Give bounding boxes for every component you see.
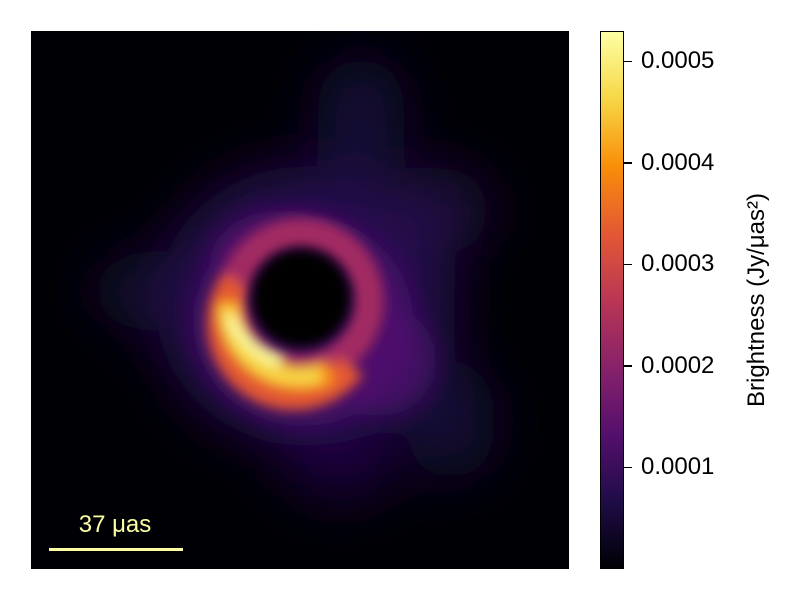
scale-bar-label: 37 μas xyxy=(78,511,152,538)
colorbar-tick xyxy=(624,162,632,164)
colorbar-title: Brightness (Jy/μas²) xyxy=(743,193,770,407)
colorbar-tick xyxy=(624,263,632,266)
colorbar-tick-label: 0.0002 xyxy=(641,351,715,379)
colorbar-tick xyxy=(624,466,632,469)
colorbar-tick-label: 0.0001 xyxy=(641,453,715,481)
colorbar-tick-label: 0.0003 xyxy=(641,250,715,278)
ring-body xyxy=(207,218,384,410)
heatmap-svg xyxy=(31,31,569,569)
colorbar-tick-label: 0.0005 xyxy=(641,47,715,75)
central-shadow xyxy=(251,248,351,348)
colorbar-tick xyxy=(624,60,632,63)
colorbar-tick-label: 0.0004 xyxy=(641,148,715,176)
heatmap-image xyxy=(31,31,569,569)
colorbar-tick xyxy=(624,365,632,367)
scale-bar-line xyxy=(49,548,183,551)
colorbar xyxy=(600,31,624,569)
